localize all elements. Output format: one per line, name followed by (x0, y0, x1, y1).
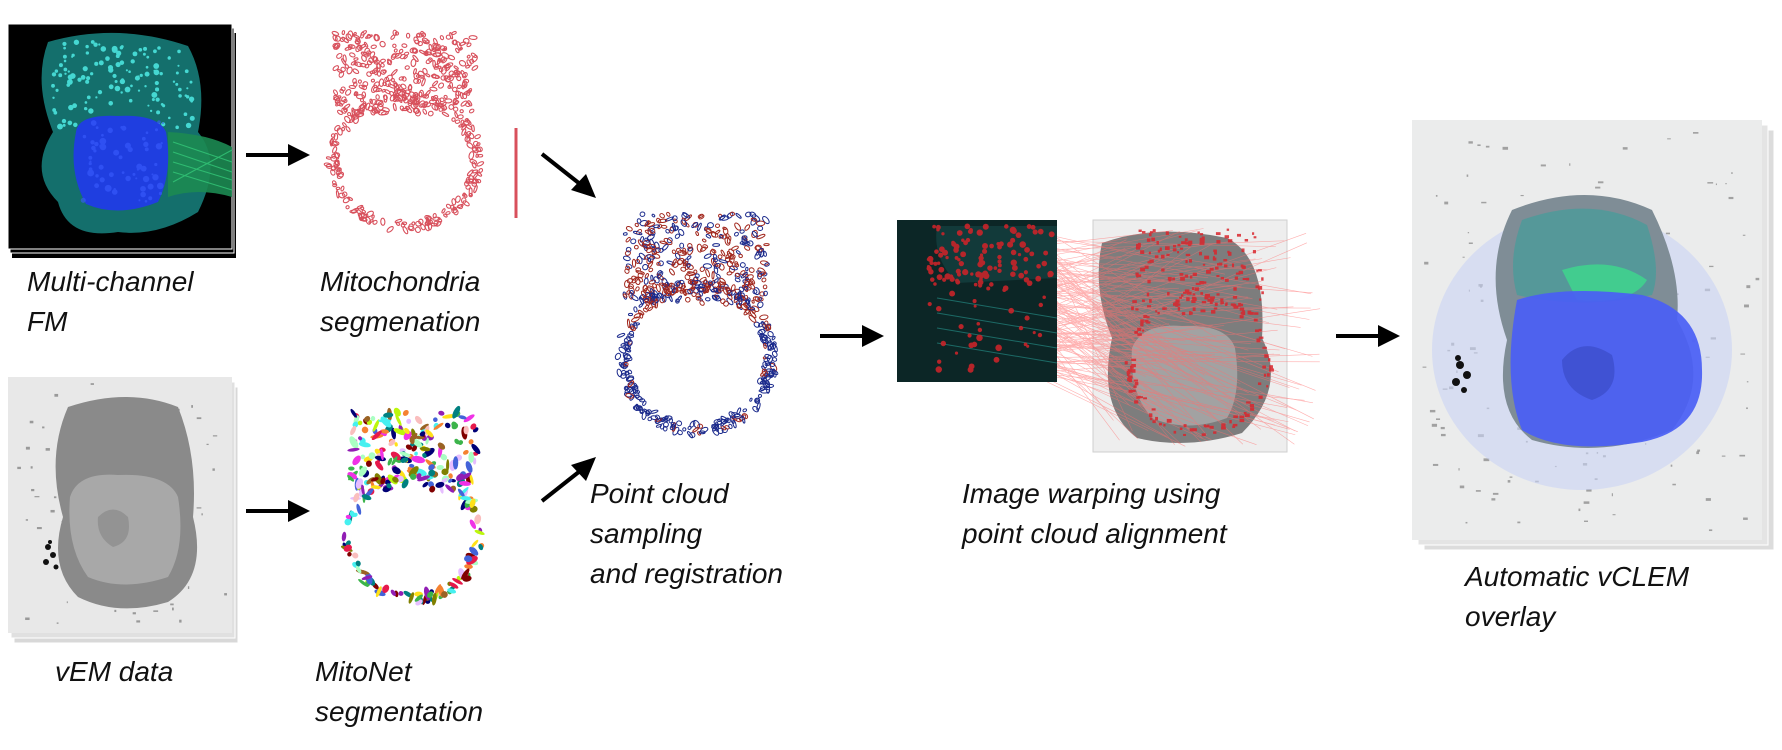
image-warping-figure (897, 218, 1329, 458)
caption-vem-line-1: vEM data (55, 656, 174, 687)
caption-overlay-line-2: overlay (1465, 601, 1556, 632)
caption-mito-seg-line-2: segmenation (320, 306, 481, 337)
arrow-right-icon (246, 144, 310, 166)
caption-fm-line-2: FM (27, 306, 68, 337)
caption-point-cloud-line-2: sampling (590, 518, 703, 549)
caption-vem: vEM data (55, 652, 173, 692)
caption-warping-line-1: Image warping using (962, 478, 1221, 509)
vem-image-stack (8, 377, 238, 647)
caption-fm: Multi-channel FM (27, 262, 194, 342)
arrow-right-icon (246, 500, 310, 522)
caption-point-cloud-line-3: and registration (590, 558, 784, 589)
caption-mito-seg-line-1: Mitochondria (320, 266, 481, 297)
caption-warping: Image warping using point cloud alignmen… (962, 474, 1227, 554)
fm-image-stack (8, 22, 238, 262)
arrow-right-icon (820, 325, 884, 347)
point-cloud-image (588, 205, 810, 463)
caption-mitonet: MitoNet segmentation (315, 652, 483, 732)
caption-point-cloud: Point cloud sampling and registration (590, 474, 783, 594)
caption-warping-line-2: point cloud alignment (962, 518, 1227, 549)
arrow-right-icon (1336, 325, 1400, 347)
mitonet-segmentation-image (315, 400, 515, 625)
caption-overlay: Automatic vCLEM overlay (1465, 557, 1689, 637)
caption-point-cloud-line-1: Point cloud (590, 478, 729, 509)
caption-mitonet-line-2: segmentation (315, 696, 484, 727)
caption-mito-seg: Mitochondria segmenation (320, 262, 480, 342)
arrow-diagonal-down-icon (540, 152, 596, 198)
arrow-diagonal-up-icon (540, 457, 596, 503)
caption-overlay-line-1: Automatic vCLEM (1465, 561, 1690, 592)
vclem-overlay-stack (1412, 120, 1777, 552)
caption-fm-line-1: Multi-channel (27, 266, 194, 297)
caption-mitonet-line-1: MitoNet (315, 656, 412, 687)
mitochondria-segmentation-image (305, 28, 520, 253)
